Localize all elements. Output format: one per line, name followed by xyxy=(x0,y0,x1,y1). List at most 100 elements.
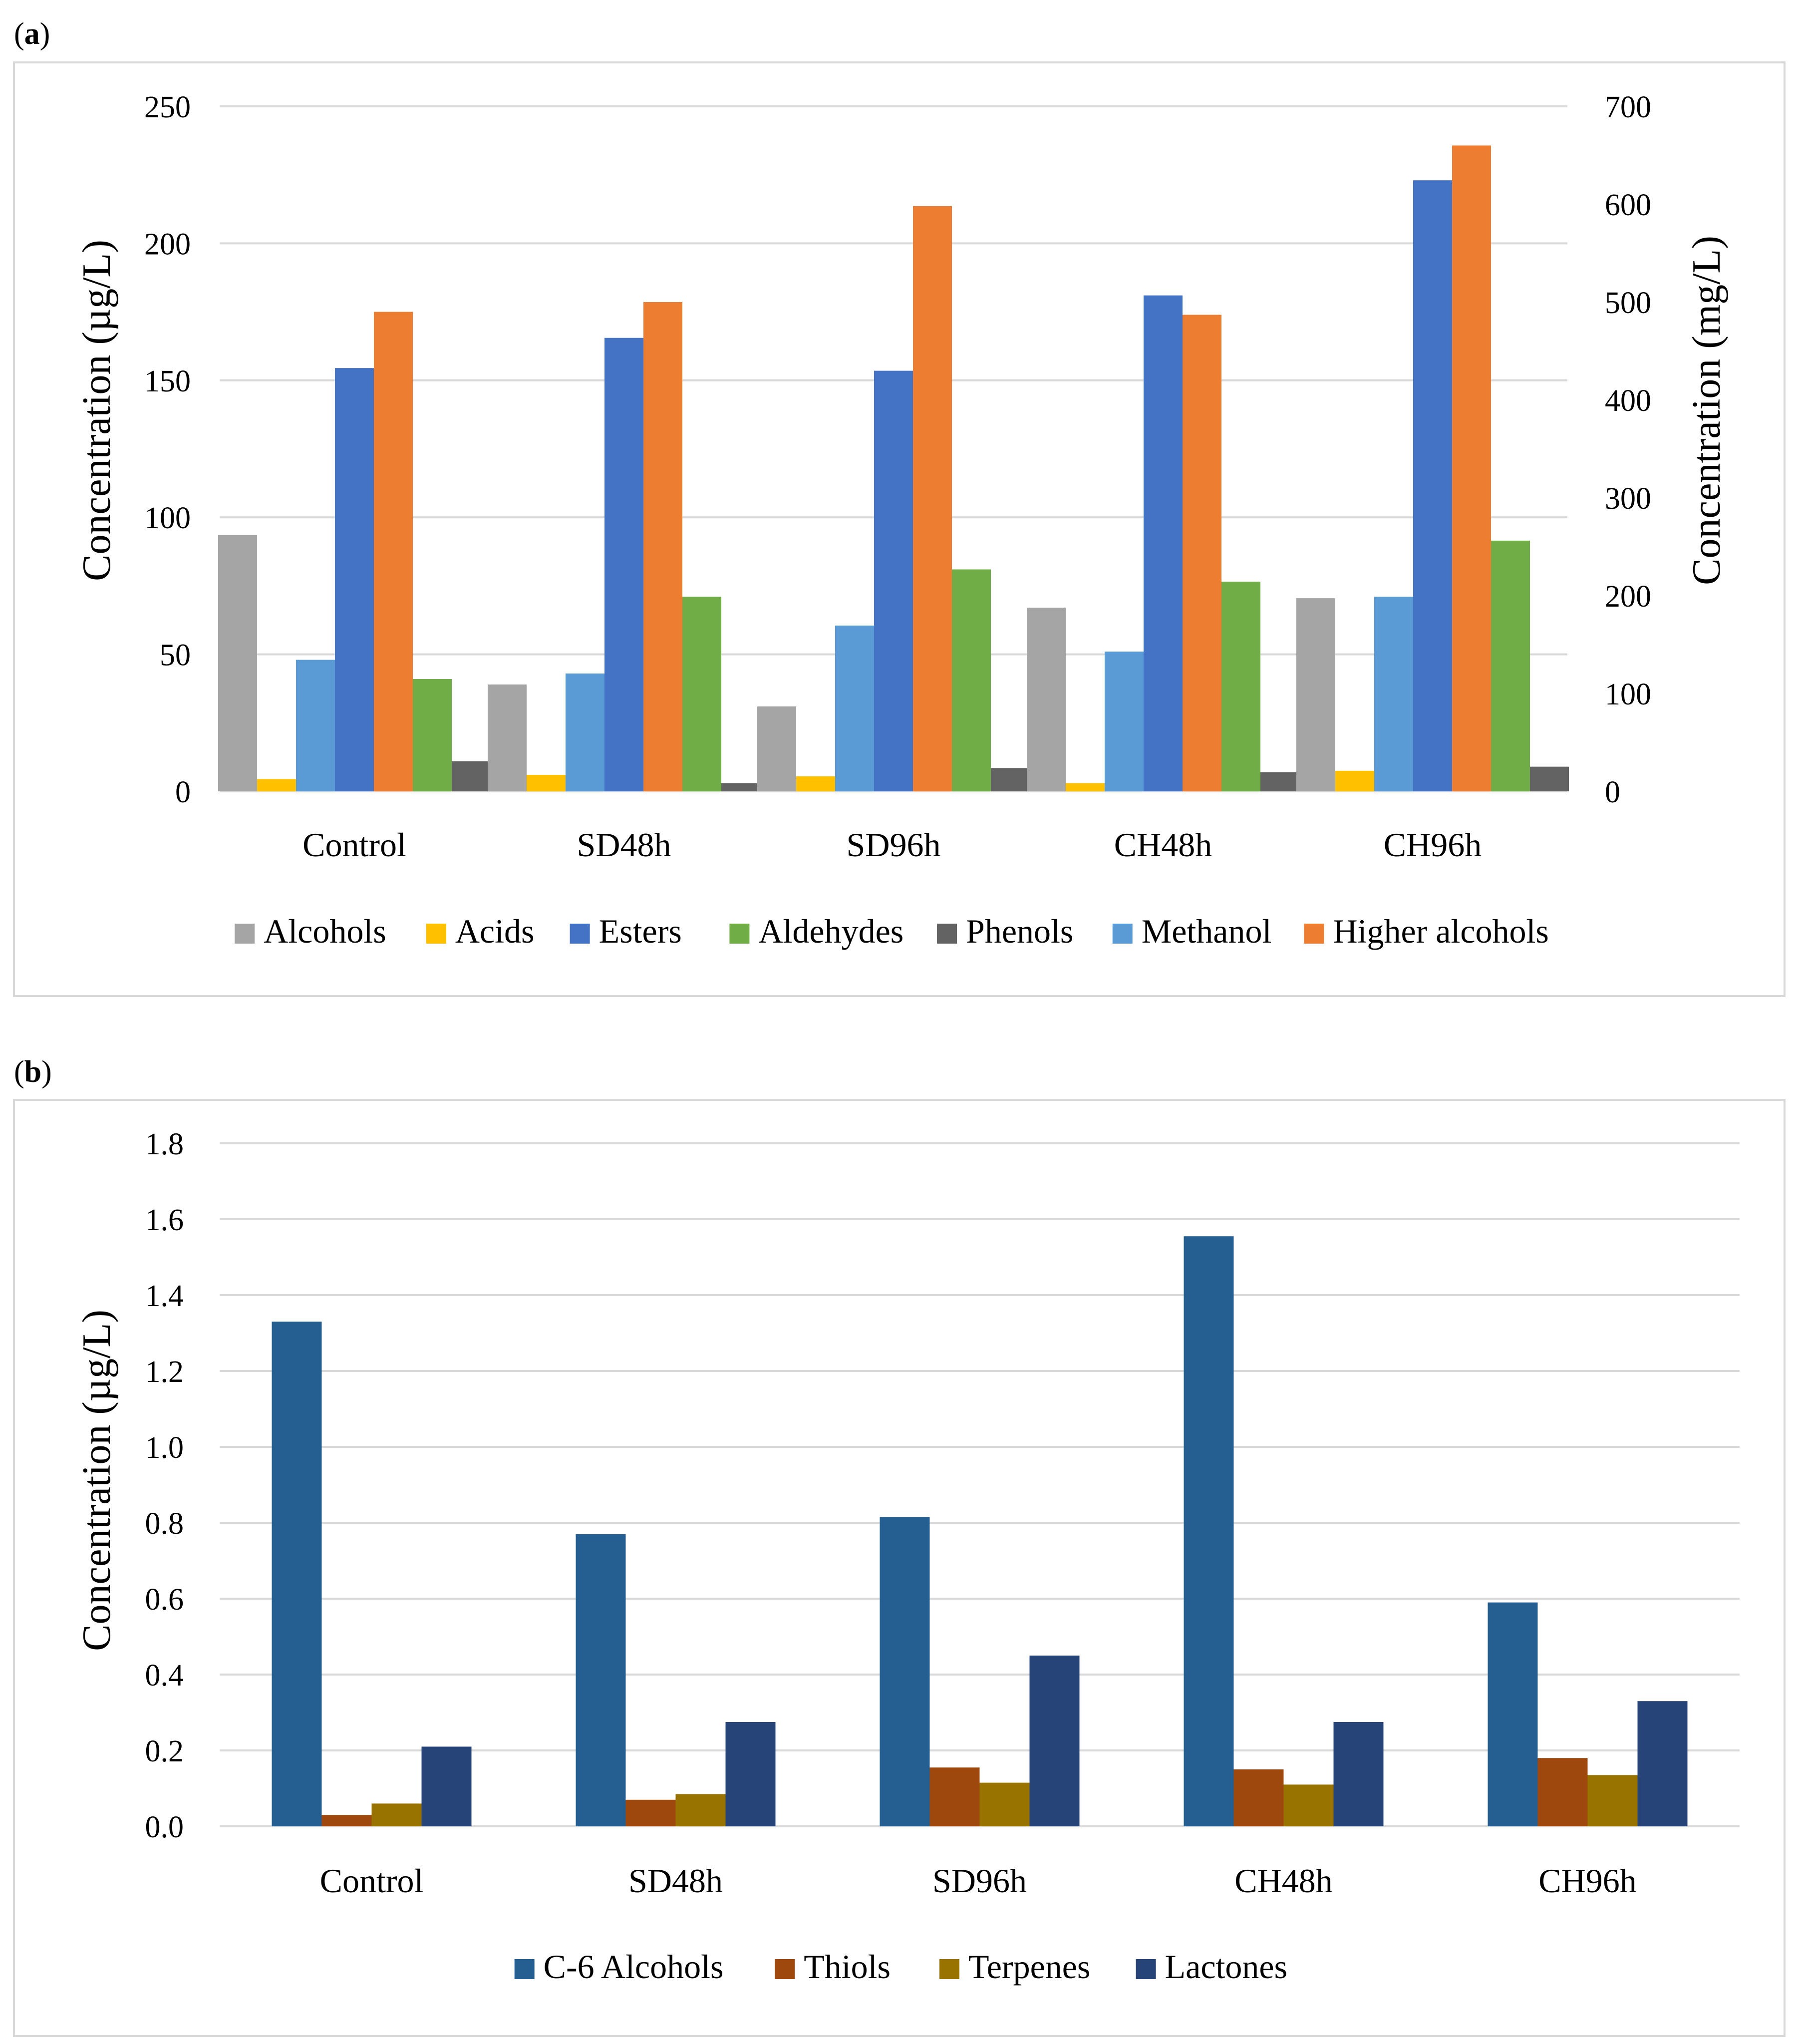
bar-terpenes-control xyxy=(371,1803,422,1826)
bar-higher-alcohols-sd96h xyxy=(913,206,952,791)
bar-esters-control xyxy=(335,368,374,791)
category-label-control: Control xyxy=(302,826,406,864)
bar-aldehydes-ch96h xyxy=(1491,540,1530,791)
bar-alcohols-sd48h xyxy=(488,684,527,791)
bar-alcohols-sd96h xyxy=(757,706,796,791)
bar-alcohols-ch96h xyxy=(1296,598,1335,791)
bar-methanol-ch96h xyxy=(1374,597,1413,791)
bar-c-6-alcohols-control xyxy=(272,1322,322,1826)
y-right-tick-label: 0 xyxy=(1605,775,1620,809)
bar-acids-ch48h xyxy=(1066,783,1105,791)
bar-lactones-sd48h xyxy=(725,1722,776,1826)
bar-acids-sd96h xyxy=(796,776,835,791)
bar-lactones-sd96h xyxy=(1029,1656,1080,1826)
legend-label-c-6-alcohols: C-6 Alcohols xyxy=(544,1948,724,1986)
legend-swatch-c-6-alcohols xyxy=(514,1959,535,1979)
bar-aldehydes-sd48h xyxy=(682,597,721,791)
bar-c-6-alcohols-ch48h xyxy=(1184,1236,1234,1826)
bar-lactones-ch96h xyxy=(1637,1701,1688,1826)
legend-swatch-terpenes xyxy=(939,1959,959,1979)
panel-a-category-labels: Control SD48h SD96h CH48h CH96h xyxy=(302,826,1482,864)
y-left-tick-label: 0.4 xyxy=(145,1659,184,1693)
legend-swatch-lactones xyxy=(1136,1959,1156,1979)
y-left-tick-label: 1.6 xyxy=(145,1203,184,1237)
legend-label-esters: Esters xyxy=(599,912,682,950)
panel-a-right-ticks: 0 100 200 300 400 500 600 700 xyxy=(1605,90,1651,809)
y-left-tick-label: 100 xyxy=(144,501,191,535)
y-left-tick-label: 1.2 xyxy=(145,1355,184,1389)
y-right-tick-label: 600 xyxy=(1605,188,1651,222)
bar-aldehydes-ch48h xyxy=(1221,582,1260,791)
legend-swatch-methanol xyxy=(1112,924,1133,944)
bar-higher-alcohols-control xyxy=(374,312,413,791)
y-left-tick-label: 250 xyxy=(144,90,191,124)
bar-methanol-ch48h xyxy=(1105,652,1144,791)
legend-swatch-alcohols xyxy=(235,924,255,944)
legend-label-aldehydes: Aldehydes xyxy=(758,912,903,950)
bar-esters-ch48h xyxy=(1144,295,1183,791)
category-label-ch96h: CH96h xyxy=(1384,826,1482,864)
panel-a-left-ticks: 0 50 100 150 200 250 xyxy=(144,90,191,809)
bar-phenols-sd96h xyxy=(991,768,1030,791)
bar-phenols-control xyxy=(452,761,491,791)
bar-terpenes-ch48h xyxy=(1283,1784,1334,1826)
legend-swatch-higher-alcohols xyxy=(1304,924,1324,944)
y-right-tick-label: 500 xyxy=(1605,286,1651,320)
bar-terpenes-sd96h xyxy=(979,1782,1030,1826)
category-label-ch48h: CH48h xyxy=(1114,826,1212,864)
bar-acids-sd48h xyxy=(527,775,566,791)
panel-b-frame xyxy=(13,1099,1786,2037)
bar-alcohols-ch48h xyxy=(1027,608,1066,791)
category-label-ch48h: CH48h xyxy=(1234,1862,1332,1900)
panel-a-frame xyxy=(13,61,1786,997)
bar-c-6-alcohols-sd48h xyxy=(576,1534,626,1826)
y-left-tick-label: 50 xyxy=(160,639,191,673)
bar-higher-alcohols-ch96h xyxy=(1452,145,1491,791)
bar-thiols-ch96h xyxy=(1537,1758,1588,1826)
bar-lactones-ch48h xyxy=(1333,1722,1384,1826)
y-right-tick-label: 700 xyxy=(1605,90,1651,124)
panel-b-bars xyxy=(272,1236,1688,1826)
bar-esters-sd96h xyxy=(874,370,913,791)
bar-thiols-ch48h xyxy=(1233,1769,1284,1826)
legend-label-phenols: Phenols xyxy=(966,912,1073,950)
bar-aldehydes-control xyxy=(413,679,452,791)
panel-b-left-ticks: 0.0 0.2 0.4 0.6 0.8 1.0 1.2 1.4 1.6 1.8 xyxy=(145,1127,184,1844)
panel-b-y-left-label: Concentration (µg/L) xyxy=(75,1310,119,1651)
legend-swatch-esters xyxy=(570,924,590,944)
panel-b-legend: C-6 Alcohols Thiols Terpenes Lactones xyxy=(514,1948,1287,1986)
bar-alcohols-control xyxy=(218,535,257,791)
legend-label-acids: Acids xyxy=(455,912,535,950)
panel-a: (a) 0 50 100 150 200 250 0 100 200 300 400 500 600 7… xyxy=(13,17,1786,997)
category-label-sd48h: SD48h xyxy=(628,1862,723,1900)
legend-label-higher-alcohols: Higher alcohols xyxy=(1333,912,1548,950)
legend-label-methanol: Methanol xyxy=(1142,912,1272,950)
panel-b: (b) 0.0 0.2 0.4 0.6 0.8 1.0 1.2 1.4 1.6 1.8 Contr… xyxy=(13,1055,1786,2037)
category-label-sd48h: SD48h xyxy=(577,826,671,864)
bar-acids-control xyxy=(257,779,296,791)
bar-thiols-control xyxy=(321,1815,372,1826)
bar-c-6-alcohols-sd96h xyxy=(880,1517,930,1826)
legend-label-terpenes: Terpenes xyxy=(968,1948,1090,1986)
category-label-sd96h: SD96h xyxy=(847,826,941,864)
bar-lactones-control xyxy=(421,1746,472,1826)
bar-acids-ch96h xyxy=(1335,770,1374,791)
bar-aldehydes-sd96h xyxy=(952,569,991,791)
y-right-tick-label: 400 xyxy=(1605,384,1651,418)
legend-label-thiols: Thiols xyxy=(804,1948,891,1986)
bar-methanol-sd48h xyxy=(566,674,604,791)
y-left-tick-label: 0 xyxy=(175,775,191,809)
legend-label-lactones: Lactones xyxy=(1165,1948,1287,1986)
y-left-tick-label: 1.4 xyxy=(145,1279,184,1313)
panel-a-y-left-label: Concentration (µg/L) xyxy=(75,240,119,581)
bar-esters-ch96h xyxy=(1413,180,1452,791)
panel-b-category-labels: Control SD48h SD96h CH48h CH96h xyxy=(320,1862,1637,1900)
bar-higher-alcohols-sd48h xyxy=(643,302,682,791)
category-label-control: Control xyxy=(320,1862,424,1900)
legend-swatch-thiols xyxy=(775,1959,795,1979)
bar-thiols-sd48h xyxy=(625,1799,676,1826)
y-left-tick-label: 0.0 xyxy=(145,1810,184,1844)
panel-a-y-right-label: Concentration (mg/L) xyxy=(1685,236,1729,585)
